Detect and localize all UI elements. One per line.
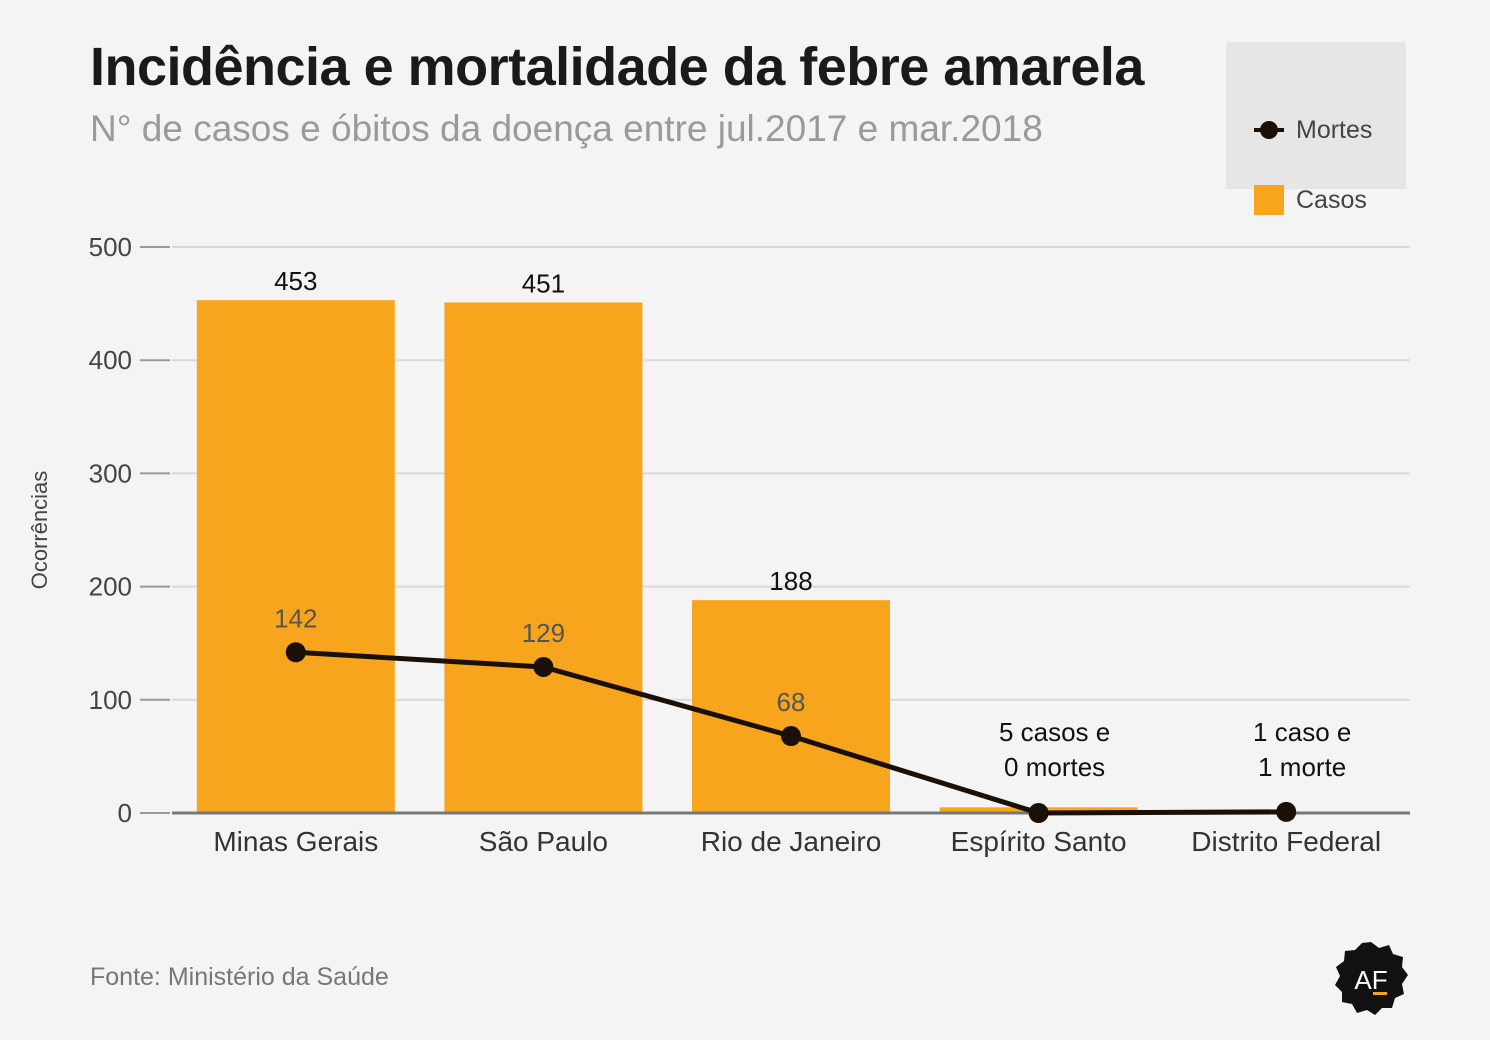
chart-subtitle: N° de casos e óbitos da doença entre jul… bbox=[90, 108, 1043, 149]
line-value-label: 129 bbox=[522, 618, 565, 648]
bar-value-label: 188 bbox=[769, 566, 812, 596]
x-tick-label: Distrito Federal bbox=[1191, 826, 1381, 857]
bar-casos bbox=[196, 300, 395, 814]
y-tick-label: 200 bbox=[89, 572, 132, 602]
point-mortes bbox=[1276, 801, 1297, 822]
y-axis-label: Ocorrências bbox=[27, 471, 52, 590]
x-tick-label: Rio de Janeiro bbox=[701, 826, 882, 857]
legend-label-cases: Casos bbox=[1296, 185, 1367, 214]
x-tick-label: São Paulo bbox=[479, 826, 608, 857]
x-tick-label: Minas Gerais bbox=[213, 826, 378, 857]
point-mortes bbox=[533, 656, 554, 677]
bar-swatch-icon bbox=[1254, 185, 1284, 215]
logo-accent bbox=[1373, 992, 1387, 995]
annotation-label: 5 casos e bbox=[999, 717, 1110, 747]
logo-badge-shape bbox=[1335, 942, 1408, 1015]
line-value-label: 142 bbox=[274, 603, 317, 633]
y-tick-label: 300 bbox=[89, 458, 132, 488]
chart-title: Incidência e mortalidade da febre amarel… bbox=[90, 37, 1144, 97]
y-tick-label: 400 bbox=[89, 345, 132, 375]
legend-label-deaths: Mortes bbox=[1296, 115, 1373, 144]
bar-casos bbox=[692, 600, 890, 813]
line-value-label: 68 bbox=[777, 687, 806, 717]
line-marker-icon bbox=[1254, 120, 1284, 140]
legend-item-deaths: Mortes bbox=[1254, 113, 1372, 147]
bar-casos bbox=[444, 302, 643, 813]
y-tick-label: 500 bbox=[89, 232, 132, 262]
bar-value-label: 451 bbox=[522, 268, 565, 298]
y-tick-label: 0 bbox=[118, 798, 132, 828]
legend-item-cases: Casos bbox=[1254, 183, 1367, 217]
annotation-label: 1 morte bbox=[1258, 752, 1346, 782]
annotation-label: 0 mortes bbox=[1004, 752, 1105, 782]
point-mortes bbox=[285, 642, 306, 663]
legend: Mortes Casos bbox=[1226, 42, 1406, 215]
bar-value-label: 453 bbox=[274, 266, 317, 296]
logo-text: AF bbox=[1354, 965, 1387, 995]
point-mortes bbox=[781, 726, 801, 747]
y-tick-label: 100 bbox=[89, 685, 132, 715]
brand-logo: AF bbox=[1335, 942, 1408, 1015]
point-mortes bbox=[1028, 803, 1049, 823]
source-note: Fonte: Ministério da Saúde bbox=[90, 963, 389, 991]
annotation-label: 1 caso e bbox=[1253, 717, 1351, 747]
x-tick-label: Espírito Santo bbox=[951, 826, 1127, 857]
